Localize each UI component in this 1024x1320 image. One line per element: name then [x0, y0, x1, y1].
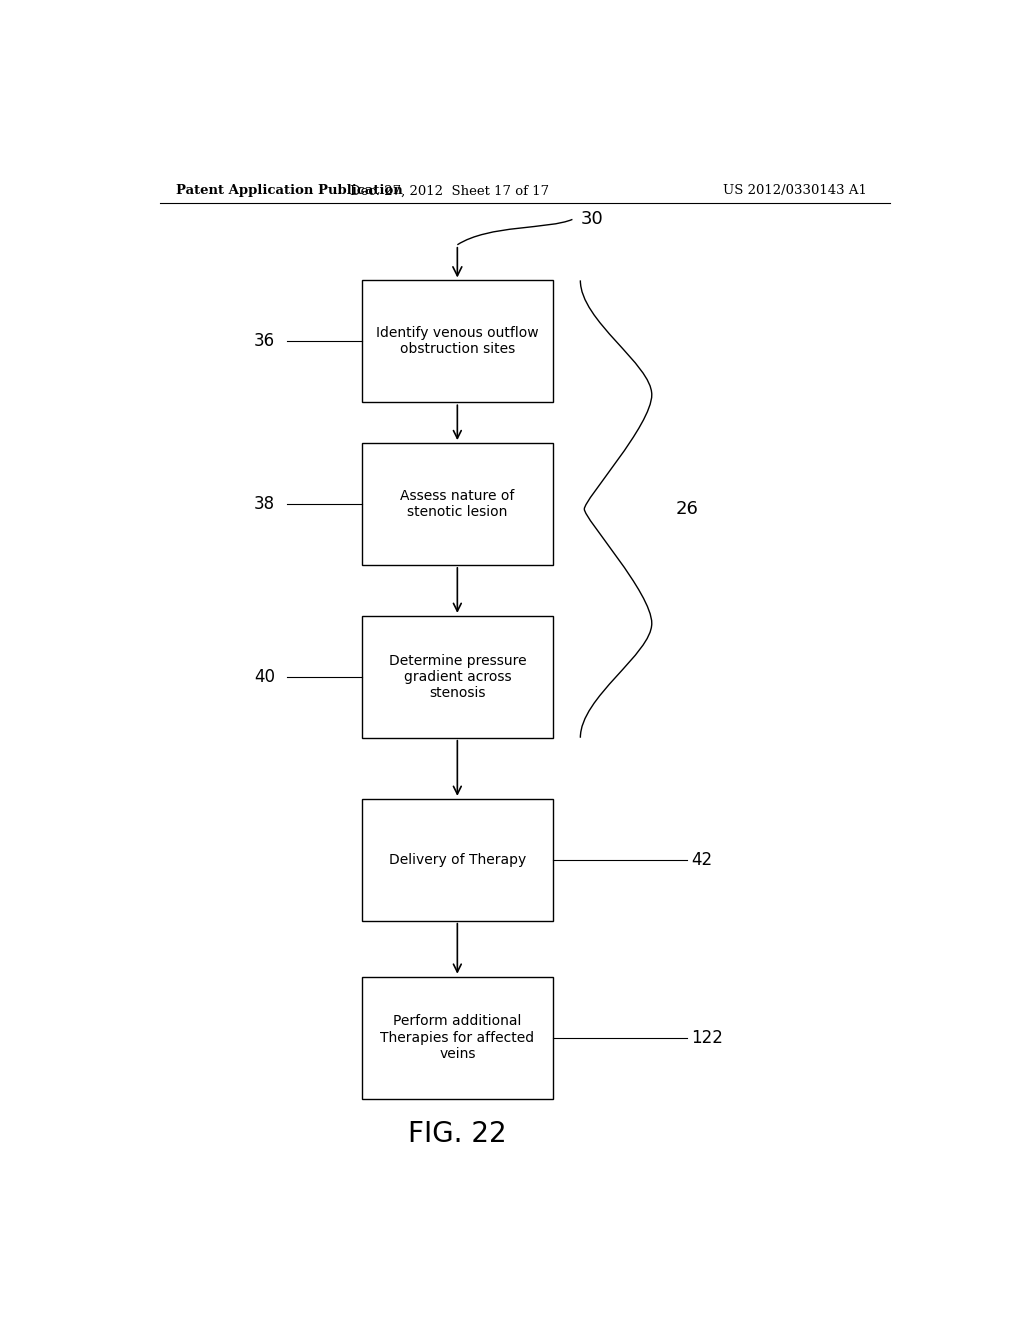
Text: 30: 30	[581, 210, 603, 228]
Text: 40: 40	[254, 668, 274, 686]
FancyBboxPatch shape	[362, 615, 553, 738]
Text: 122: 122	[691, 1028, 723, 1047]
Text: 38: 38	[254, 495, 274, 513]
FancyBboxPatch shape	[362, 799, 553, 921]
Text: Determine pressure
gradient across
stenosis: Determine pressure gradient across steno…	[388, 653, 526, 700]
Text: Patent Application Publication: Patent Application Publication	[176, 185, 402, 198]
Text: FIG. 22: FIG. 22	[408, 1121, 507, 1148]
Text: US 2012/0330143 A1: US 2012/0330143 A1	[723, 185, 867, 198]
Text: Delivery of Therapy: Delivery of Therapy	[389, 853, 526, 867]
Text: Identify venous outflow
obstruction sites: Identify venous outflow obstruction site…	[376, 326, 539, 356]
Text: 42: 42	[691, 850, 713, 869]
Text: Dec. 27, 2012  Sheet 17 of 17: Dec. 27, 2012 Sheet 17 of 17	[350, 185, 549, 198]
Text: 36: 36	[254, 333, 274, 350]
FancyBboxPatch shape	[362, 977, 553, 1098]
FancyBboxPatch shape	[362, 280, 553, 403]
Text: Perform additional
Therapies for affected
veins: Perform additional Therapies for affecte…	[380, 1014, 535, 1061]
Text: Assess nature of
stenotic lesion: Assess nature of stenotic lesion	[400, 488, 514, 519]
Text: 26: 26	[676, 500, 698, 517]
FancyBboxPatch shape	[362, 444, 553, 565]
